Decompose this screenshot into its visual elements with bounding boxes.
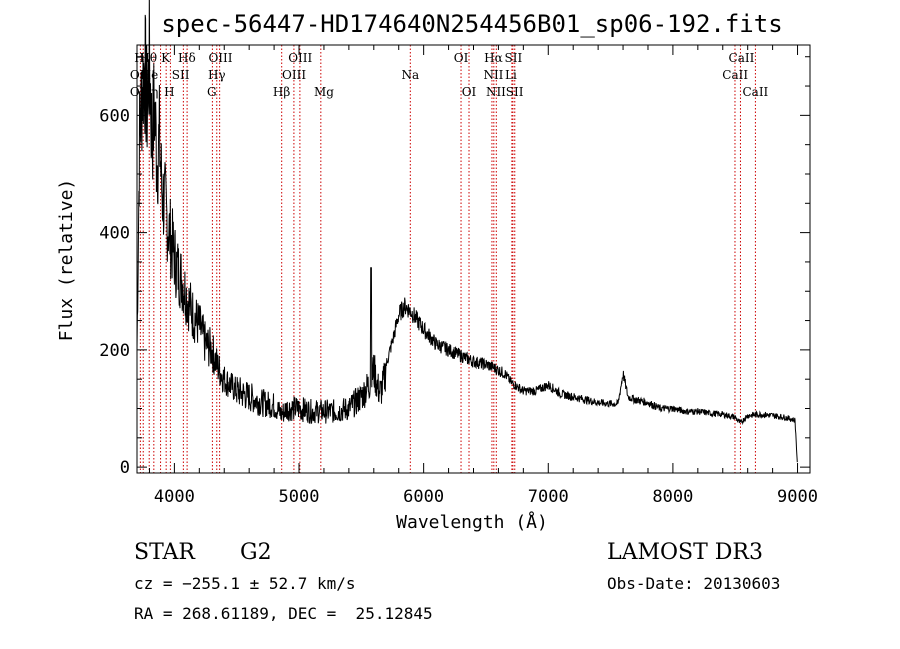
line-label-20: Hη — [141, 85, 159, 99]
line-label-16: NII — [483, 68, 503, 82]
redshift-velocity: cz = −255.1 ± 52.7 km/s — [134, 574, 356, 593]
chart-title: spec-56447-HD174640N254456B01_sp06-192.f… — [161, 10, 782, 38]
object-subclass: G2 — [240, 540, 272, 565]
x-tick-label: 9000 — [777, 487, 818, 507]
emission-lines-group — [139, 45, 756, 473]
line-label-19: OII — [130, 85, 150, 99]
plot-frame — [136, 44, 811, 474]
line-label-2: K — [161, 51, 171, 65]
x-tick-label: 4000 — [154, 487, 195, 507]
y-tick-label: 400 — [99, 224, 130, 244]
x-axis-label: Wavelength (Å) — [396, 511, 548, 533]
line-label-21: H — [164, 85, 174, 99]
y-tick-label: 0 — [120, 458, 130, 478]
coordinates: RA = 268.61189, DEC = 25.12845 — [134, 604, 433, 623]
x-tick-label: 8000 — [652, 487, 693, 507]
y-axis-label: Flux (relative) — [56, 179, 77, 342]
line-label-26: NII — [486, 85, 506, 99]
line-label-13: Hγ — [208, 68, 226, 82]
line-label-28: CaII — [742, 85, 768, 99]
line-label-24: Mg — [314, 85, 334, 99]
line-label-22: G — [207, 85, 217, 99]
line-label-18: CaII — [722, 68, 748, 82]
line-label-23: Hβ — [273, 85, 290, 99]
spectrum-line — [136, 0, 798, 463]
line-label-15: Na — [401, 68, 419, 82]
line-label-1: Hθ — [139, 51, 157, 65]
x-tick-label: 5000 — [279, 487, 320, 507]
line-label-10: OII — [130, 68, 150, 82]
line-label-3: Hδ — [178, 51, 196, 65]
line-label-5: OIII — [288, 51, 312, 65]
x-tick-label: 6000 — [403, 487, 444, 507]
line-label-4: OIII — [208, 51, 232, 65]
line-label-9: CaII — [729, 51, 755, 65]
line-label-12: SII — [172, 68, 190, 82]
line-label-6: OI — [454, 51, 469, 65]
axis-ticks: 4000 5000 6000 7000 8000 9000 0 200 400 600 — [99, 45, 818, 507]
y-tick-label: 200 — [99, 341, 130, 361]
line-label-7: Hα — [484, 51, 503, 65]
line-label-0: H — [134, 51, 144, 65]
spectrum-series — [136, 0, 798, 463]
y-tick-label: 600 — [99, 106, 130, 126]
line-label-25: OI — [462, 85, 477, 99]
survey-label: LAMOST DR3 — [607, 540, 763, 565]
object-class: STAR — [134, 540, 195, 565]
line-label-27: SII — [506, 85, 524, 99]
x-tick-label: 7000 — [528, 487, 569, 507]
line-label-11: He — [141, 68, 159, 82]
line-label-14: OIII — [282, 68, 306, 82]
obs-date: Obs-Date: 20130603 — [607, 574, 781, 593]
line-label-17: Li — [505, 68, 517, 82]
line-label-8: SII — [505, 51, 523, 65]
